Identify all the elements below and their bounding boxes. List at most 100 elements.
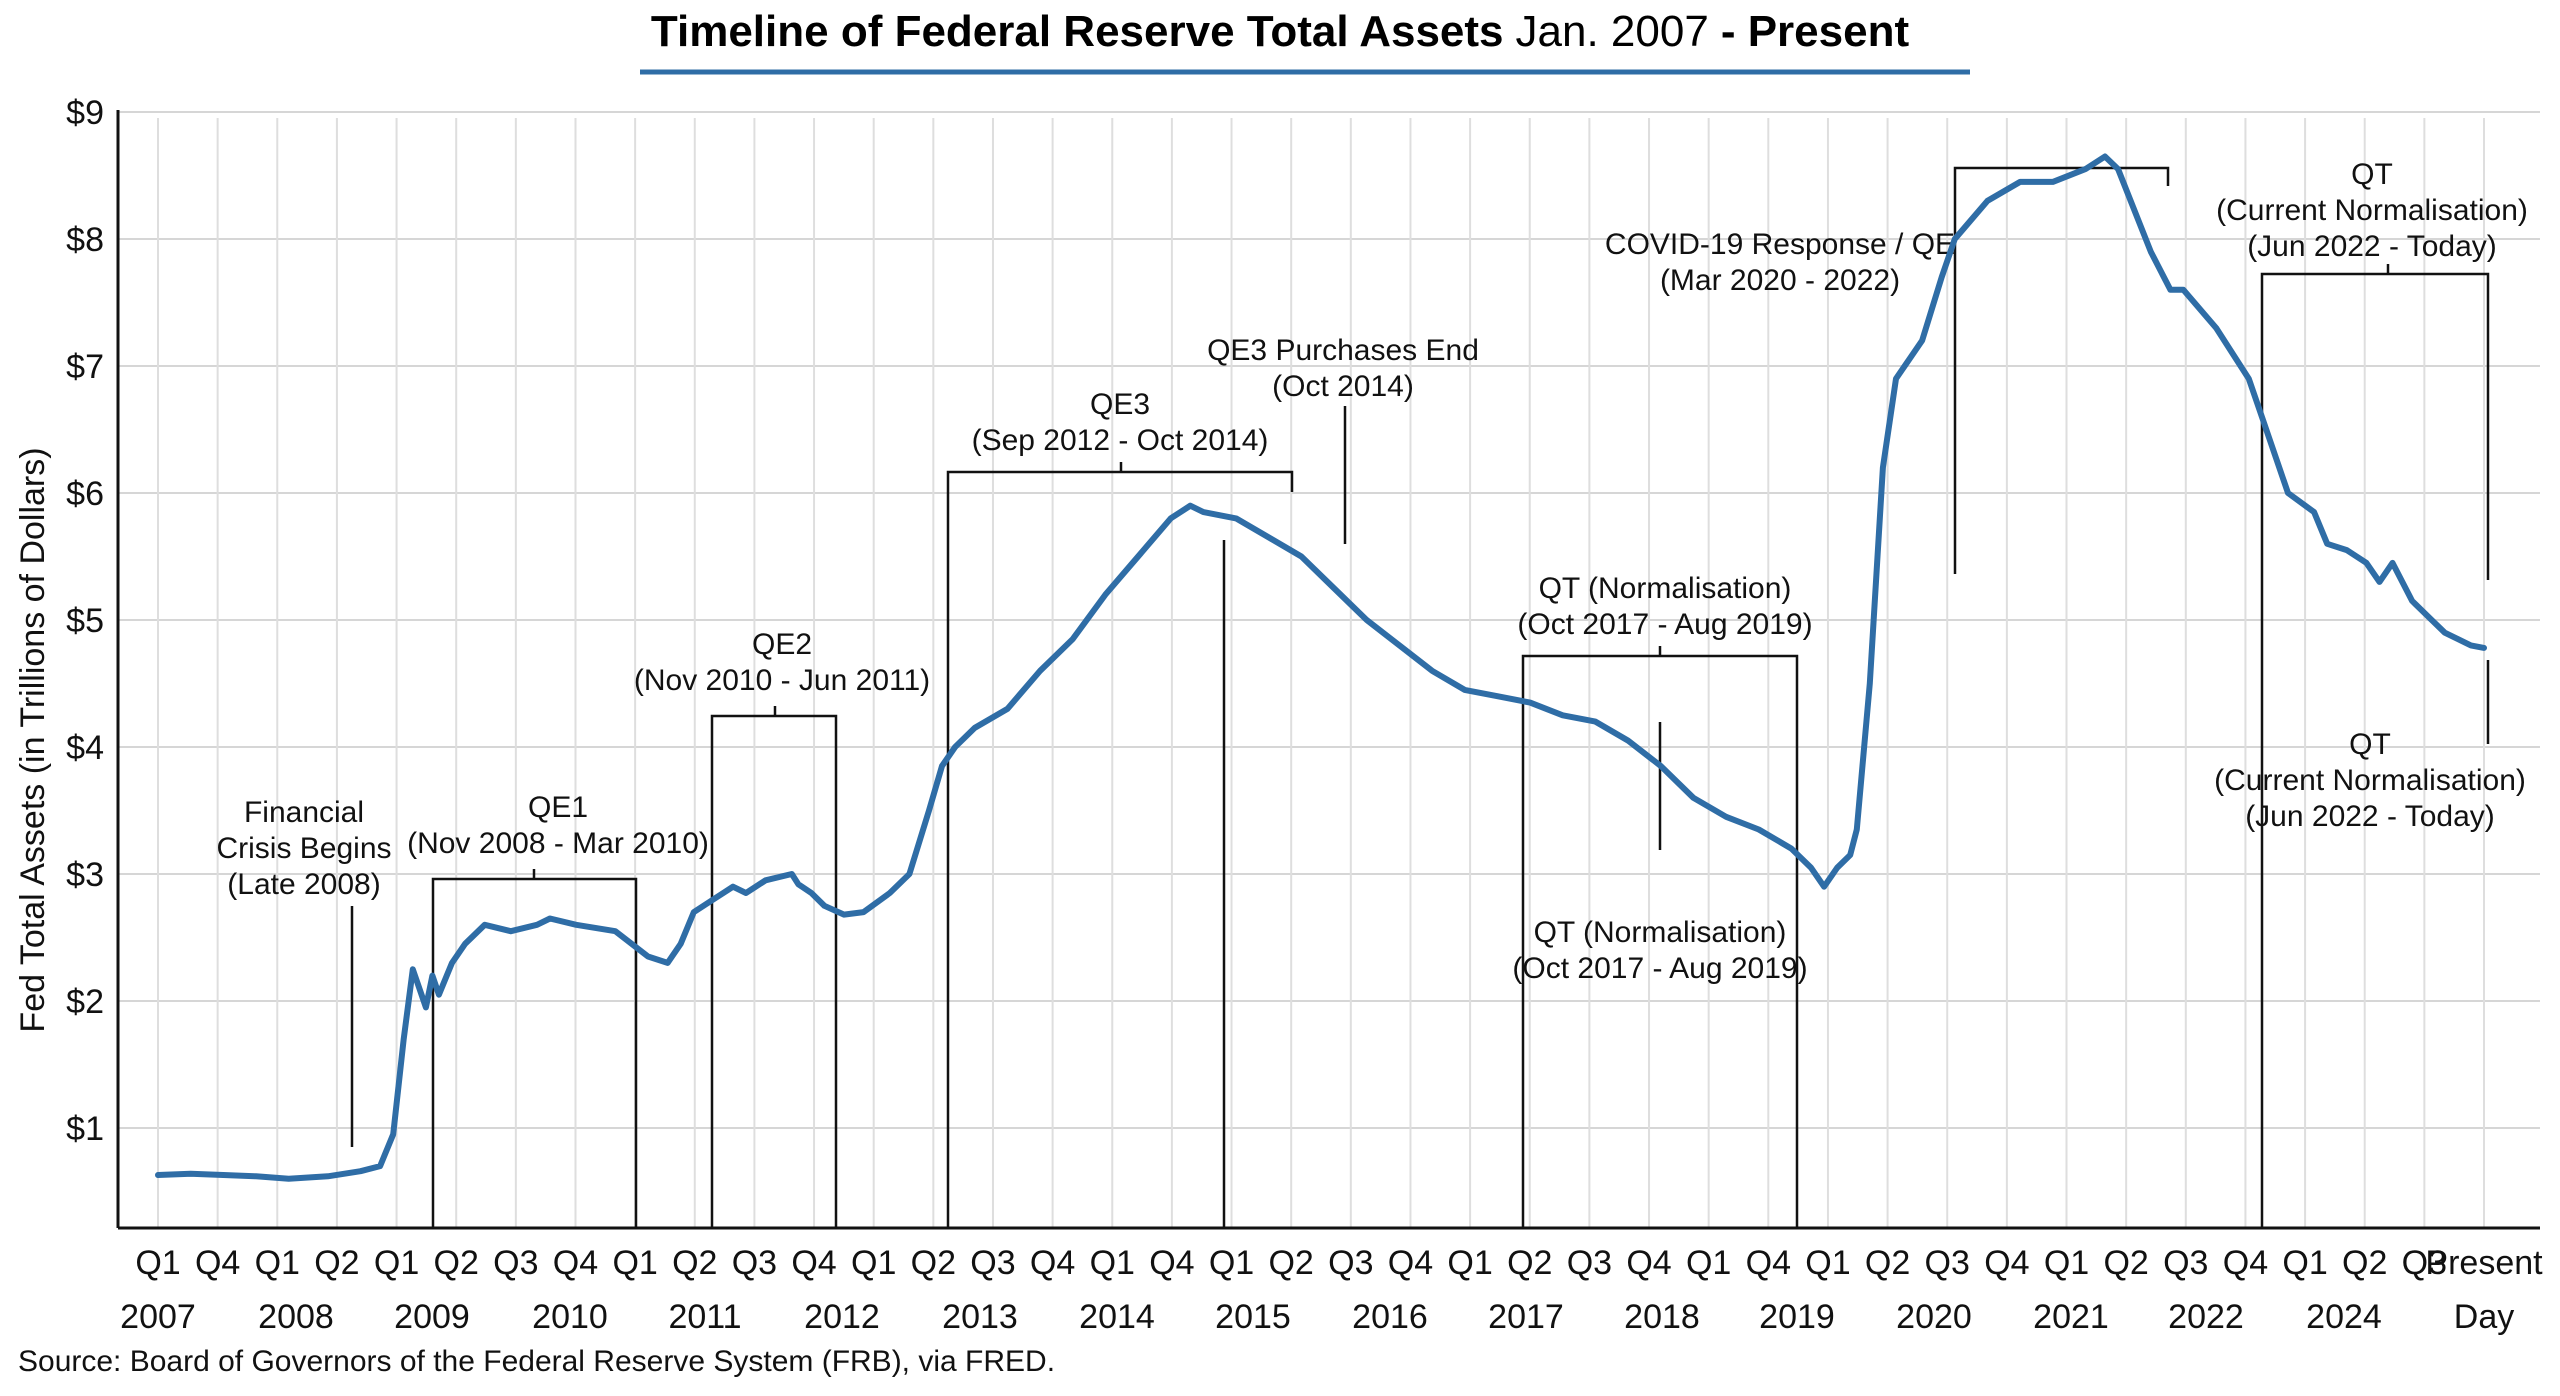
x-tick-label: Q3 xyxy=(2402,1244,2447,1282)
annotation-qe3end: (Oct 2014) xyxy=(1272,370,1414,403)
x-tick-label: Q2 xyxy=(314,1244,359,1282)
x-tick-label: Q4 xyxy=(1149,1244,1194,1282)
y-tick-label: $1 xyxy=(66,1110,104,1148)
x-tick-label: Q4 xyxy=(195,1244,240,1282)
x-tick-label: Q3 xyxy=(1925,1244,1970,1282)
x-tick-label: Q2 xyxy=(911,1244,956,1282)
x-year-label: 2014 xyxy=(1079,1298,1155,1336)
x-tick-label: Q4 xyxy=(2223,1244,2268,1282)
x-tick-label: Q2 xyxy=(2103,1244,2148,1282)
annotation-qt2_top: (Current Normalisation) xyxy=(2216,194,2528,227)
x-year-label: 2012 xyxy=(804,1298,880,1336)
x-tick-label: Q2 xyxy=(2342,1244,2387,1282)
annotation-qt1_top: QT (Normalisation) xyxy=(1539,572,1792,605)
annotation-crisis: (Late 2008) xyxy=(227,868,380,901)
x-year-label: 2019 xyxy=(1759,1298,1835,1336)
x-tick-label: Q3 xyxy=(970,1244,1015,1282)
annotation-qe2: (Nov 2010 - Jun 2011) xyxy=(634,664,930,697)
y-tick-label: $9 xyxy=(66,94,104,132)
x-tick-label: Q4 xyxy=(553,1244,598,1282)
y-tick-label: $5 xyxy=(66,602,104,640)
x-year-label: 2008 xyxy=(258,1298,334,1336)
x-year-label: 2024 xyxy=(2306,1298,2382,1336)
x-tick-label: Q1 xyxy=(2044,1244,2089,1282)
annotation-qt2_top: (Jun 2022 - Today) xyxy=(2247,230,2497,263)
x-tick-labels: Q1 Q4 Q1 Q2 Q1 Q2 Q3 Q4 Q1 Q2 Q3 Q4 Q1 Q2 Q3 Q4 Q1 Q4 Q1 Q2… xyxy=(120,1244,2543,1336)
x-tick-label: Q3 xyxy=(1328,1244,1373,1282)
y-tick-label: $3 xyxy=(66,856,104,894)
y-tick-labels: $1 $2 $3 $4 $5 $6 $7 $8 $9 xyxy=(66,94,104,1148)
annotation-bracket xyxy=(2260,272,2490,1228)
x-tick-label: Q1 xyxy=(1686,1244,1731,1282)
annotation-qt1_bottom: (Oct 2017 - Aug 2019) xyxy=(1512,952,1807,985)
x-tick-label: Q1 xyxy=(374,1244,419,1282)
annotation-crisis: Crisis Begins xyxy=(216,832,391,865)
x-year-label: 2015 xyxy=(1215,1298,1291,1336)
x-year-label: 2013 xyxy=(942,1298,1018,1336)
annotation-qt2_bottom: (Jun 2022 - Today) xyxy=(2245,800,2495,833)
x-tick-label: Present xyxy=(2425,1244,2543,1282)
chart-title: Timeline of Federal Reserve Total Assets… xyxy=(651,7,1910,56)
x-year-label: 2010 xyxy=(532,1298,608,1336)
annotation-qt2_bottom: (Current Normalisation) xyxy=(2214,764,2526,797)
x-tick-label: Q2 xyxy=(1268,1244,1313,1282)
x-tick-label: Q3 xyxy=(732,1244,777,1282)
x-tick-label: Q4 xyxy=(791,1244,836,1282)
x-tick-label: Q3 xyxy=(2163,1244,2208,1282)
annotation-covid: (Mar 2020 - 2022) xyxy=(1660,264,1900,297)
total-assets-line xyxy=(155,153,2487,1182)
gridlines xyxy=(118,111,2540,1228)
y-tick-label: $7 xyxy=(66,348,104,386)
x-tick-label: Q1 xyxy=(255,1244,300,1282)
y-axis-label: Fed Total Assets (in Trillions of Dollar… xyxy=(14,447,52,1032)
y-tick-label: $2 xyxy=(66,983,104,1021)
annotation-covid: COVID-19 Response / QE xyxy=(1605,228,1955,261)
x-year-label: 2011 xyxy=(668,1298,741,1336)
x-year-label: 2022 xyxy=(2168,1298,2244,1336)
annotation-bracket xyxy=(946,470,1294,1228)
annotation-bracket xyxy=(1953,166,2170,574)
x-tick-label: Q1 xyxy=(1447,1244,1492,1282)
x-year-label: 2020 xyxy=(1896,1298,1972,1336)
x-tick-label: Q4 xyxy=(1626,1244,1671,1282)
x-tick-label: Q1 xyxy=(1090,1244,1135,1282)
x-year-label: 2018 xyxy=(1624,1298,1700,1336)
x-tick-label: Q4 xyxy=(1388,1244,1433,1282)
annotation-qe3: (Sep 2012 - Oct 2014) xyxy=(972,424,1269,457)
annotation-crisis: Financial xyxy=(244,796,364,829)
annotation-qt2_bottom: QT xyxy=(2349,728,2391,761)
x-year-label: 2009 xyxy=(394,1298,470,1336)
x-tick-label: Q1 xyxy=(612,1244,657,1282)
x-tick-label: Q3 xyxy=(493,1244,538,1282)
annotation-qe1: (Nov 2008 - Mar 2010) xyxy=(407,827,709,860)
annotation-qt1_top: (Oct 2017 - Aug 2019) xyxy=(1517,608,1812,641)
x-tick-label: Q2 xyxy=(434,1244,479,1282)
x-tick-label: Q3 xyxy=(1567,1244,1612,1282)
x-year-label: 2021 xyxy=(2033,1298,2109,1336)
x-year-label: 2017 xyxy=(1488,1298,1564,1336)
x-tick-label: Q1 xyxy=(851,1244,896,1282)
annotation-qe3: QE3 xyxy=(1090,388,1150,421)
annotation-qt1_bottom: QT (Normalisation) xyxy=(1534,916,1787,949)
annotation-qe1: QE1 xyxy=(528,791,588,824)
source-note: Source: Board of Governors of the Federa… xyxy=(18,1345,1056,1378)
y-tick-label: $6 xyxy=(66,475,104,513)
x-tick-label: Q4 xyxy=(1746,1244,1791,1282)
x-tick-label: Q2 xyxy=(672,1244,717,1282)
x-tick-label: Q2 xyxy=(1507,1244,1552,1282)
x-tick-label: Q4 xyxy=(1030,1244,1075,1282)
x-tick-label: Q4 xyxy=(1984,1244,2029,1282)
x-tick-label: Q1 xyxy=(135,1244,180,1282)
x-year-label: 2007 xyxy=(120,1298,196,1336)
x-tick-label: Q1 xyxy=(1209,1244,1254,1282)
x-year-label: Day xyxy=(2454,1298,2514,1336)
annotation-bracket xyxy=(710,714,838,1228)
x-tick-label: Q1 xyxy=(1805,1244,1850,1282)
x-tick-label: Q2 xyxy=(1865,1244,1910,1282)
y-tick-label: $8 xyxy=(66,221,104,259)
y-tick-label: $4 xyxy=(66,729,104,767)
annotation-qe3end: QE3 Purchases End xyxy=(1207,334,1479,367)
annotation-qe2: QE2 xyxy=(752,628,812,661)
